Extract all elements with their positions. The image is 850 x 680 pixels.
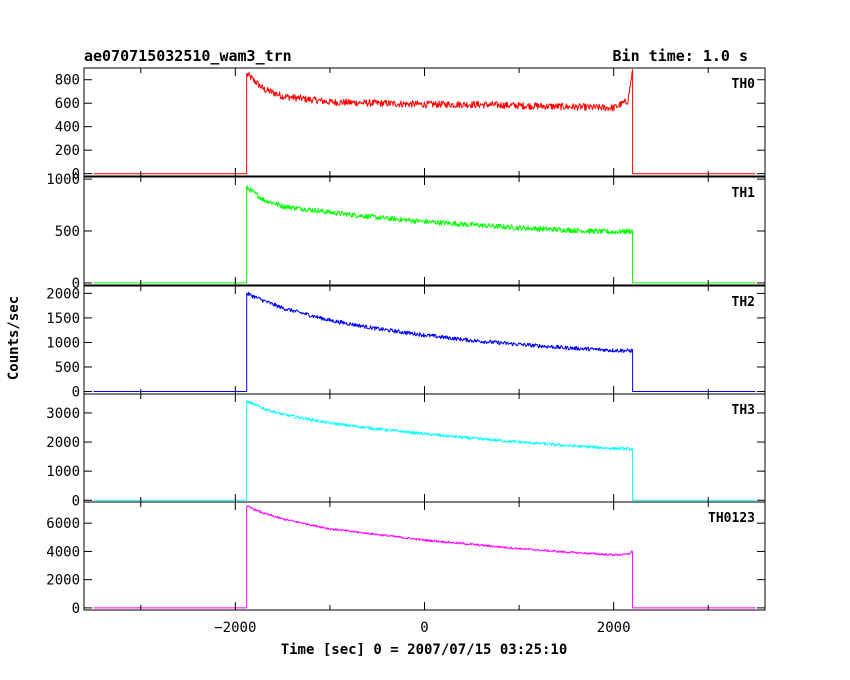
panel-frame: [83, 393, 766, 503]
series-line-th0: [93, 69, 756, 175]
y-tick-label: 3000: [46, 406, 80, 422]
y-tick-label: 0: [72, 601, 80, 617]
y-tick-label: 1000: [46, 464, 80, 480]
y-tick-label: 500: [55, 360, 80, 376]
panel-th0123: 0 2000 4000 6000 TH0123: [46, 501, 766, 617]
y-tick-label: 400: [55, 120, 80, 136]
panel-th0: 0 200 400 600 800 TH0: [55, 67, 766, 183]
x-tick-label: 2000: [597, 620, 631, 636]
y-tick-label: 2000: [46, 286, 80, 302]
y-tick-label: 500: [55, 224, 80, 240]
panels-group: 0 200 400 600 800 TH0 0 500 1000 TH1 0 500 1000 1500 2…: [46, 67, 766, 636]
x-tick-label: 0: [420, 620, 428, 636]
series-line-th0123: [93, 505, 756, 609]
y-tick-label: 1000: [46, 335, 80, 351]
bin-time-label: Bin time: 1.0 s: [613, 47, 748, 65]
panel-frame: [83, 285, 766, 395]
panel-label-th2: TH2: [732, 295, 755, 310]
y-tick-label: 2000: [46, 435, 80, 451]
y-tick-label: 600: [55, 96, 80, 112]
y-tick-label: 0: [72, 385, 80, 401]
y-tick-label: 4000: [46, 544, 80, 560]
panel-label-th0: TH0: [732, 77, 756, 92]
panel-th2: 0 500 1000 1500 2000 TH2: [46, 285, 766, 401]
y-tick-label: 0: [72, 167, 80, 183]
series-line-th2: [93, 291, 756, 392]
y-tick-label: 0: [72, 493, 80, 509]
panel-frame: [83, 67, 766, 177]
y-tick-label: 200: [55, 143, 80, 159]
x-axis-label: Time [sec] 0 = 2007/07/15 03:25:10: [281, 642, 568, 658]
y-axis-label: Counts/sec: [6, 296, 22, 380]
y-tick-label: 6000: [46, 516, 80, 532]
y-tick-label: 2000: [46, 573, 80, 589]
panel-label-th1: TH1: [732, 186, 756, 201]
y-tick-label: 0: [72, 276, 80, 292]
panel-label-th3: TH3: [732, 403, 755, 418]
series-line-th1: [93, 185, 756, 284]
x-tick-label: −2000: [214, 620, 256, 636]
panel-th3: 0 1000 2000 3000 TH3: [46, 393, 766, 509]
y-tick-label: 1500: [46, 311, 80, 327]
y-tick-label: 1000: [46, 172, 80, 188]
panel-th1: 0 500 1000 TH1: [46, 172, 766, 292]
chart-title: ae070715032510_wam3_trn: [84, 47, 292, 65]
panel-label-th0123: TH0123: [708, 511, 755, 526]
series-line-th3: [93, 400, 756, 501]
y-tick-label: 800: [55, 73, 80, 89]
panel-frame: [83, 501, 766, 611]
panel-frame: [83, 176, 766, 286]
